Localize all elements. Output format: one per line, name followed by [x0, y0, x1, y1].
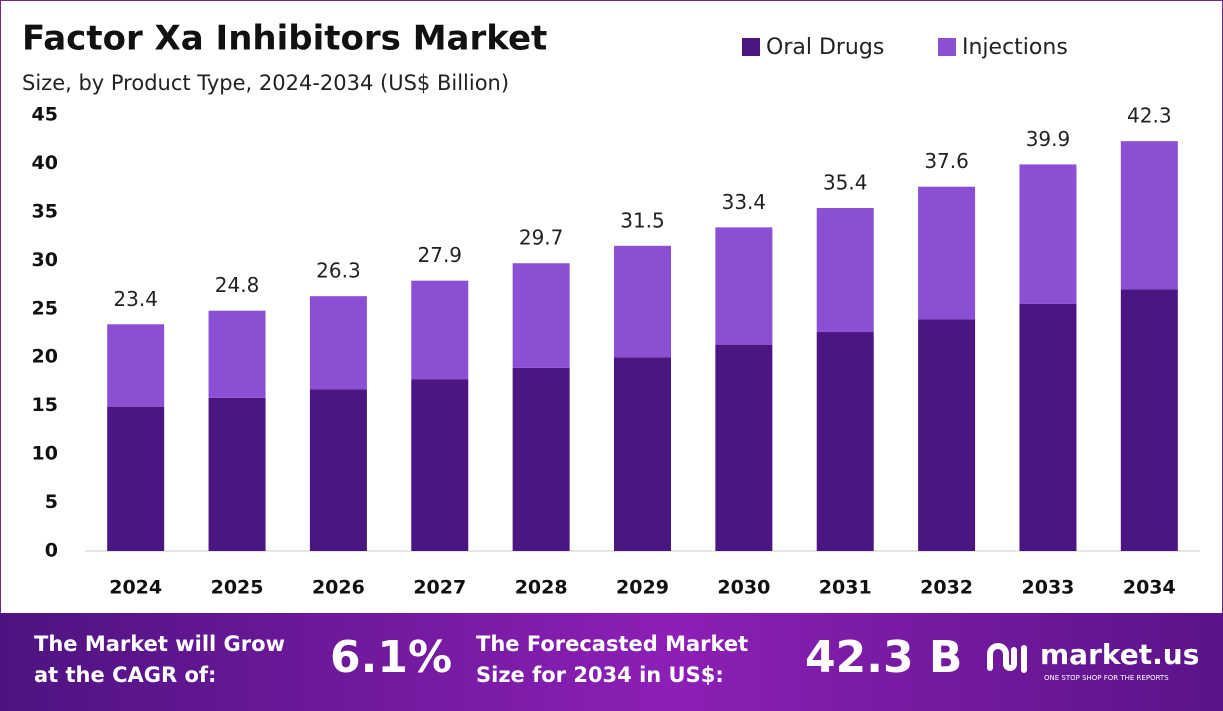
y-tick-label: 20 [32, 346, 58, 368]
total-label: 24.8 [215, 273, 260, 297]
bar-segment [1120, 289, 1178, 551]
bar-segment [309, 389, 367, 551]
chart-subtitle: Size, by Product Type, 2024-2034 (US$ Bi… [22, 71, 509, 95]
bar-segment [1019, 303, 1077, 551]
bar-segment [208, 397, 266, 551]
bar-segment [512, 263, 570, 368]
bar-segment [208, 310, 266, 398]
x-tick-label: 2027 [413, 577, 466, 599]
total-label: 26.3 [316, 259, 361, 283]
total-label: 23.4 [113, 287, 158, 311]
legend-label: Oral Drugs [766, 35, 884, 60]
bar-segment [918, 319, 976, 551]
cagr-text: at the CAGR of: [34, 663, 216, 687]
bar-segment [512, 367, 570, 551]
cagr-text: The Market will Grow [34, 632, 285, 656]
total-label: 35.4 [823, 171, 868, 195]
bar-segment [309, 296, 367, 390]
forecast-text: Size for 2034 in US$: [476, 663, 724, 687]
x-tick-label: 2031 [819, 577, 872, 599]
brand-tagline: ONE STOP SHOP FOR THE REPORTS [1044, 674, 1169, 682]
brand-name: market.us [1040, 638, 1199, 671]
x-tick-label: 2025 [211, 577, 264, 599]
x-tick-label: 2026 [312, 577, 365, 599]
bar-segment [411, 280, 469, 380]
x-tick-label: 2028 [515, 577, 568, 599]
y-tick-label: 30 [32, 249, 58, 271]
bar-segment [614, 245, 671, 358]
legend-swatch [742, 38, 760, 56]
total-label: 39.9 [1026, 127, 1071, 151]
legend-label: Injections [962, 35, 1068, 60]
total-label: 27.9 [418, 243, 463, 267]
forecast-text: The Forecasted Market [476, 632, 748, 656]
cagr-value: 6.1% [330, 632, 452, 683]
bar-segment [107, 406, 165, 551]
bar-segment [614, 357, 671, 551]
bar-segment [1019, 164, 1077, 304]
bar-segment [411, 379, 469, 551]
brand-logo [987, 643, 1027, 673]
y-tick-label: 10 [32, 443, 58, 465]
bar-segment [1120, 141, 1178, 290]
x-tick-label: 2029 [616, 577, 669, 599]
y-tick-label: 35 [32, 200, 58, 222]
y-tick-label: 0 [45, 540, 58, 562]
x-tick-label: 2030 [717, 577, 770, 599]
chart-title: Factor Xa Inhibitors Market [22, 19, 547, 59]
bar-segment [816, 332, 874, 551]
legend-swatch [938, 38, 956, 56]
y-tick-label: 45 [32, 104, 58, 126]
x-tick-label: 2024 [109, 577, 162, 599]
y-tick-label: 25 [32, 297, 58, 319]
bar-segment [715, 227, 773, 345]
bar-segment [107, 324, 165, 407]
y-tick-label: 5 [45, 491, 58, 513]
x-tick-label: 2034 [1123, 577, 1176, 599]
y-tick-label: 40 [32, 152, 58, 174]
total-label: 31.5 [620, 208, 665, 232]
forecast-value: 42.3 B [805, 632, 962, 683]
footer-banner [0, 613, 1223, 711]
bar-segment [816, 208, 874, 333]
total-label: 42.3 [1127, 104, 1172, 128]
total-label: 33.4 [722, 190, 767, 214]
x-tick-label: 2032 [920, 577, 973, 599]
x-tick-label: 2033 [1022, 577, 1075, 599]
y-tick-label: 15 [32, 394, 58, 416]
total-label: 29.7 [519, 226, 564, 250]
total-label: 37.6 [924, 149, 969, 173]
bar-segment [715, 344, 773, 551]
bar-segment [918, 186, 976, 320]
